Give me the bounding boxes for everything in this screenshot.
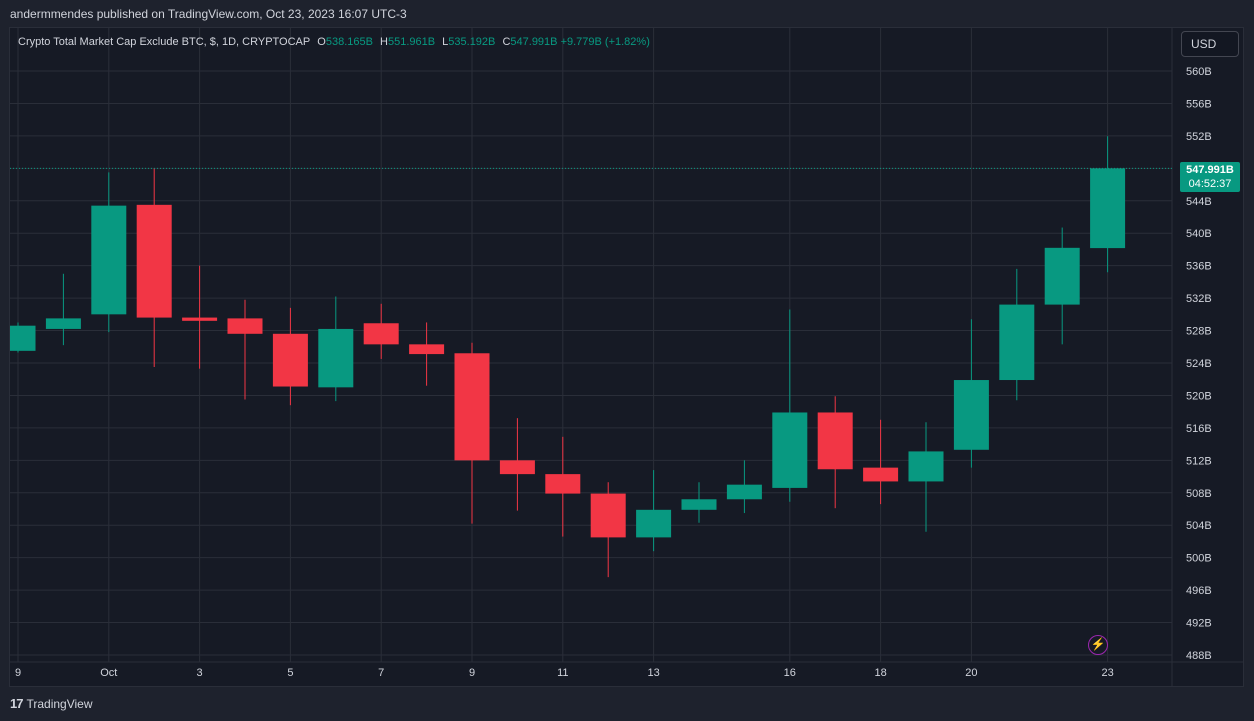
open-label: O bbox=[317, 36, 326, 48]
y-tick-label: 508B bbox=[1186, 488, 1212, 500]
tradingview-logo-icon: 17 bbox=[10, 696, 24, 711]
brand-name: TradingView bbox=[26, 696, 93, 711]
x-tick-label: 3 bbox=[197, 667, 203, 679]
y-tick-label: 528B bbox=[1186, 326, 1212, 338]
symbol-legend: Crypto Total Market Cap Exclude BTC, $, … bbox=[18, 36, 650, 48]
high-value: 551.961B bbox=[387, 36, 436, 48]
y-tick-label: 540B bbox=[1186, 228, 1212, 240]
change-value: +9.779B (+1.82%) bbox=[560, 36, 650, 48]
y-tick-label: 496B bbox=[1186, 585, 1212, 597]
candle-body bbox=[772, 412, 808, 488]
candle-body bbox=[91, 205, 127, 315]
candle-body bbox=[817, 412, 853, 470]
candle-body bbox=[136, 204, 172, 318]
close-value: 547.991B bbox=[510, 36, 558, 48]
y-tick-label: 504B bbox=[1186, 520, 1212, 532]
last-price-tag: 547.991B 04:52:37 bbox=[1180, 162, 1240, 192]
x-tick-label: 23 bbox=[1101, 667, 1113, 679]
lightning-bolt-icon[interactable]: ⚡ bbox=[1088, 635, 1108, 655]
candle-body bbox=[908, 451, 944, 482]
y-tick-label: 552B bbox=[1186, 131, 1212, 143]
candle-body bbox=[636, 509, 672, 538]
candle-body bbox=[726, 484, 762, 500]
candle-body bbox=[953, 380, 989, 450]
bar-countdown: 04:52:37 bbox=[1188, 178, 1232, 190]
candle-body bbox=[499, 460, 535, 475]
y-tick-label: 520B bbox=[1186, 390, 1212, 402]
y-tick-label: 492B bbox=[1186, 618, 1212, 630]
x-tick-label: 9 bbox=[469, 667, 475, 679]
candle-body bbox=[681, 499, 717, 510]
candle-body bbox=[409, 344, 445, 355]
candle-body bbox=[227, 318, 263, 334]
symbol-title[interactable]: Crypto Total Market Cap Exclude BTC, $, … bbox=[18, 36, 311, 48]
candle-body bbox=[454, 353, 490, 461]
y-tick-label: 500B bbox=[1186, 553, 1212, 565]
x-tick-label: 7 bbox=[378, 667, 384, 679]
candle-body bbox=[272, 333, 308, 387]
x-tick-label: 11 bbox=[557, 667, 568, 679]
candle-body bbox=[545, 474, 581, 494]
close-label: C bbox=[502, 36, 511, 48]
high-label: H bbox=[380, 36, 388, 48]
y-tick-label: 544B bbox=[1186, 196, 1212, 208]
y-tick-label: 516B bbox=[1186, 423, 1212, 435]
candle-body bbox=[590, 493, 626, 538]
y-tick-label: 488B bbox=[1186, 650, 1212, 662]
low-value: 535.192B bbox=[448, 36, 496, 48]
y-tick-label: 536B bbox=[1186, 261, 1212, 273]
candle-body bbox=[863, 467, 899, 482]
x-tick-label: 16 bbox=[784, 667, 796, 679]
x-tick-label: 5 bbox=[287, 667, 293, 679]
open-value: 538.165B bbox=[325, 36, 373, 48]
chart-frame[interactable] bbox=[9, 27, 1244, 687]
y-tick-label: 524B bbox=[1186, 358, 1212, 370]
candle-body bbox=[363, 323, 399, 345]
footer-brand[interactable]: 17 TradingView bbox=[10, 696, 93, 711]
candle-body bbox=[182, 317, 218, 321]
currency-button[interactable]: USD bbox=[1181, 31, 1239, 57]
last-price-value: 547.991B bbox=[1186, 164, 1234, 176]
y-tick-label: 556B bbox=[1186, 98, 1212, 110]
candle-body bbox=[318, 328, 354, 388]
x-tick-label: 20 bbox=[965, 667, 977, 679]
candle-body bbox=[10, 325, 36, 351]
x-tick-label: Oct bbox=[100, 667, 117, 679]
x-tick-label: 9 bbox=[15, 667, 21, 679]
candles-group bbox=[10, 136, 1126, 578]
low-label: L bbox=[442, 36, 449, 48]
y-tick-label: 512B bbox=[1186, 455, 1212, 467]
x-tick-label: 18 bbox=[874, 667, 886, 679]
candle-body bbox=[45, 318, 81, 329]
published-text: andermmendes published on TradingView.co… bbox=[10, 7, 407, 21]
publisher-header: andermmendes published on TradingView.co… bbox=[10, 7, 407, 21]
candle-body bbox=[1090, 168, 1126, 249]
candle-body bbox=[999, 304, 1035, 381]
candle-body bbox=[1044, 247, 1080, 305]
y-tick-label: 532B bbox=[1186, 293, 1212, 305]
x-tick-label: 13 bbox=[647, 667, 659, 679]
y-tick-label: 560B bbox=[1186, 66, 1212, 78]
